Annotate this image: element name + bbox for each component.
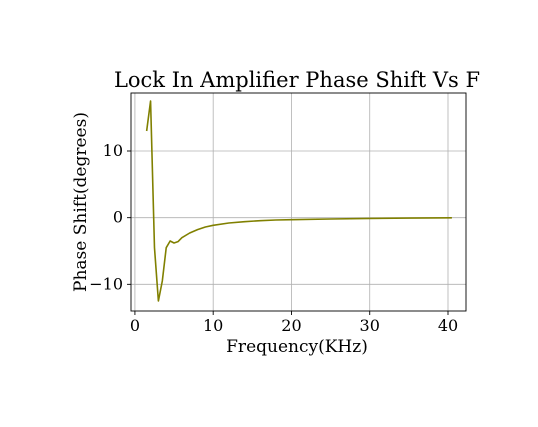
x-tick-label: 10 (203, 316, 223, 335)
axes-frame (130, 92, 467, 312)
x-tick-label: 30 (360, 316, 380, 335)
x-tick-label: 20 (281, 316, 301, 335)
chart-title: Lock In Amplifier Phase Shift Vs F (114, 68, 480, 92)
x-axis-label: Frequency(KHz) (226, 337, 368, 357)
y-tick-label: −10 (89, 274, 123, 293)
x-tick-label: 0 (130, 316, 140, 335)
y-tick-label: 0 (113, 208, 123, 227)
grid (131, 93, 466, 311)
ticks: 0 10 20 30 40 −10 0 10 (89, 141, 458, 335)
y-axis-label: Phase Shift(degrees) (71, 112, 91, 292)
phase-shift-series-line (145, 100, 452, 302)
y-tick-label: 10 (103, 141, 123, 160)
x-tick-label: 40 (438, 316, 458, 335)
plot-area (145, 100, 452, 302)
